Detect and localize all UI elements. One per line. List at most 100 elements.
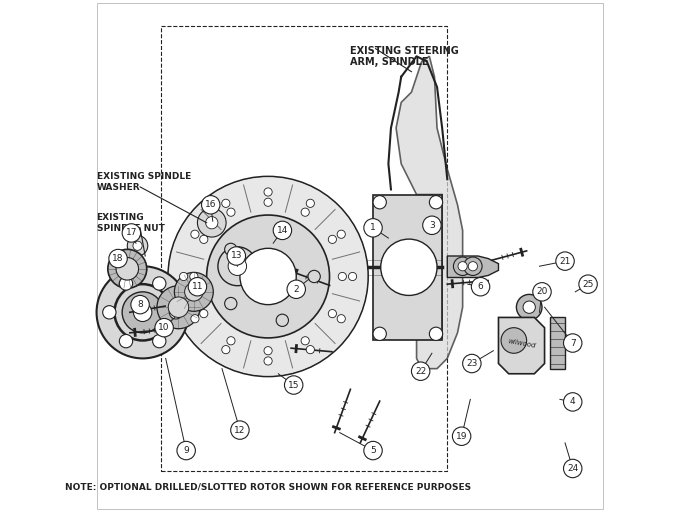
- Text: 19: 19: [456, 432, 468, 441]
- Circle shape: [206, 215, 330, 338]
- Circle shape: [276, 226, 288, 239]
- Text: 7: 7: [570, 338, 575, 348]
- Circle shape: [202, 196, 220, 214]
- Circle shape: [517, 294, 542, 320]
- Text: 21: 21: [559, 257, 570, 266]
- Polygon shape: [447, 256, 498, 278]
- Text: 5: 5: [370, 446, 376, 455]
- Circle shape: [373, 196, 386, 209]
- Text: 16: 16: [205, 200, 216, 209]
- Text: 11: 11: [192, 282, 203, 291]
- Circle shape: [191, 314, 199, 323]
- Text: 12: 12: [234, 425, 246, 435]
- Circle shape: [337, 314, 345, 323]
- Text: wilwood: wilwood: [507, 337, 536, 349]
- Circle shape: [240, 248, 296, 305]
- Circle shape: [185, 283, 203, 301]
- Circle shape: [97, 266, 189, 358]
- Circle shape: [227, 337, 235, 345]
- Circle shape: [373, 327, 386, 340]
- Circle shape: [174, 272, 214, 311]
- Text: 20: 20: [536, 287, 547, 296]
- Circle shape: [471, 278, 490, 296]
- Circle shape: [308, 270, 321, 283]
- Text: EXISTING STEERING
ARM, SPINDLE: EXISTING STEERING ARM, SPINDLE: [350, 46, 458, 67]
- Circle shape: [328, 309, 337, 317]
- Circle shape: [227, 208, 235, 216]
- Circle shape: [134, 303, 152, 322]
- Circle shape: [564, 459, 582, 478]
- Circle shape: [337, 230, 345, 239]
- Circle shape: [523, 301, 536, 313]
- Circle shape: [306, 199, 314, 207]
- Circle shape: [153, 334, 166, 348]
- Circle shape: [264, 198, 272, 206]
- Circle shape: [429, 327, 442, 340]
- Circle shape: [429, 196, 442, 209]
- Circle shape: [228, 257, 246, 275]
- Text: 13: 13: [230, 251, 242, 261]
- Circle shape: [199, 309, 208, 317]
- Circle shape: [206, 217, 218, 229]
- Polygon shape: [373, 195, 442, 340]
- Text: EXISTING SPINDLE
WASHER: EXISTING SPINDLE WASHER: [97, 172, 191, 192]
- Text: 18: 18: [112, 254, 124, 263]
- Circle shape: [225, 243, 237, 255]
- Circle shape: [423, 216, 441, 234]
- Text: 8: 8: [137, 300, 143, 309]
- Text: 15: 15: [288, 380, 300, 390]
- Circle shape: [197, 208, 226, 237]
- Circle shape: [301, 208, 309, 216]
- Text: 2: 2: [293, 285, 299, 294]
- Circle shape: [468, 262, 477, 271]
- Circle shape: [222, 199, 230, 207]
- Text: 14: 14: [276, 226, 288, 235]
- Text: 24: 24: [567, 464, 578, 473]
- Circle shape: [287, 280, 305, 298]
- Circle shape: [131, 295, 149, 314]
- Circle shape: [155, 318, 174, 337]
- Polygon shape: [498, 317, 545, 374]
- Text: NOTE: OPTIONAL DRILLED/SLOTTED ROTOR SHOWN FOR REFERENCE PURPOSES: NOTE: OPTIONAL DRILLED/SLOTTED ROTOR SHO…: [65, 483, 471, 492]
- Circle shape: [199, 236, 208, 244]
- Circle shape: [127, 236, 148, 256]
- Circle shape: [579, 275, 597, 293]
- Circle shape: [218, 247, 257, 286]
- Circle shape: [190, 272, 198, 281]
- Circle shape: [349, 272, 357, 281]
- Circle shape: [284, 376, 303, 394]
- Circle shape: [122, 224, 141, 242]
- Circle shape: [227, 247, 246, 265]
- Circle shape: [452, 427, 471, 445]
- Circle shape: [306, 346, 314, 354]
- Circle shape: [169, 306, 183, 319]
- Circle shape: [116, 258, 139, 280]
- Circle shape: [564, 393, 582, 411]
- Circle shape: [169, 177, 368, 376]
- Circle shape: [338, 272, 346, 281]
- Circle shape: [108, 249, 147, 288]
- Text: 3: 3: [429, 221, 435, 230]
- Circle shape: [133, 241, 142, 250]
- Text: 25: 25: [582, 280, 594, 289]
- Text: 17: 17: [125, 228, 137, 238]
- Polygon shape: [550, 317, 565, 369]
- Text: 4: 4: [570, 397, 575, 407]
- Circle shape: [168, 177, 368, 376]
- Circle shape: [188, 278, 206, 296]
- Circle shape: [364, 441, 382, 460]
- Circle shape: [458, 262, 467, 271]
- Circle shape: [264, 347, 272, 355]
- Circle shape: [328, 236, 337, 244]
- Circle shape: [276, 314, 288, 327]
- Circle shape: [501, 328, 526, 353]
- Circle shape: [301, 337, 309, 345]
- Circle shape: [364, 219, 382, 237]
- Circle shape: [157, 286, 200, 329]
- Circle shape: [179, 272, 188, 281]
- Circle shape: [108, 249, 127, 268]
- Circle shape: [381, 239, 437, 295]
- Circle shape: [533, 283, 551, 301]
- Circle shape: [103, 306, 116, 319]
- Circle shape: [191, 230, 199, 239]
